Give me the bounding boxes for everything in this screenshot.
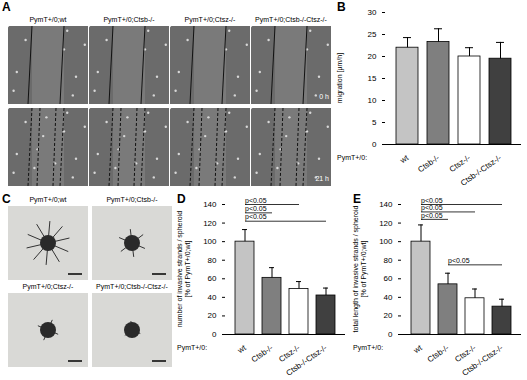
svg-text:0: 0 bbox=[212, 330, 217, 339]
svg-text:wt: wt bbox=[235, 343, 248, 356]
svg-text:0: 0 bbox=[372, 140, 377, 149]
html-text:PymT+/0;Ctsb-/-: PymT+/0;Ctsb-/- bbox=[103, 16, 155, 23]
html-text:A: A bbox=[2, 0, 11, 14]
svg-text:20: 20 bbox=[208, 311, 217, 320]
html-text:PymT+/0;Ctsb-/-Ctsz-/-: PymT+/0;Ctsb-/-Ctsz-/- bbox=[255, 16, 327, 23]
svg-text:20: 20 bbox=[384, 311, 393, 320]
html-text:migration [µm/h]: migration [µm/h] bbox=[336, 52, 343, 104]
html-text:[% of PymT+/0;wt]: [% of PymT+/0;wt] bbox=[360, 240, 367, 298]
svg-text:wt: wt bbox=[411, 343, 424, 356]
svg-text:80: 80 bbox=[208, 256, 217, 265]
svg-text:0: 0 bbox=[388, 330, 393, 339]
html-text:D: D bbox=[177, 192, 186, 206]
html-text:E: E bbox=[353, 192, 361, 206]
svg-text:p<0.05: p<0.05 bbox=[421, 196, 443, 204]
html-text:PymT+/0;wt: PymT+/0;wt bbox=[29, 196, 67, 203]
html-text:PymT+/0:: PymT+/0: bbox=[337, 154, 368, 161]
svg-text:120: 120 bbox=[379, 219, 393, 228]
html-text:PymT+/0:: PymT+/0: bbox=[177, 344, 208, 351]
svg-text:p<0.05: p<0.05 bbox=[448, 257, 470, 265]
svg-text:Ctsb-/-Ctsz-/-: Ctsb-/-Ctsz-/- bbox=[459, 153, 503, 188]
html-text:C: C bbox=[2, 192, 11, 206]
svg-text:60: 60 bbox=[208, 274, 217, 283]
html-text:PymT+/0;wt: PymT+/0;wt bbox=[29, 16, 67, 23]
svg-text:60: 60 bbox=[384, 274, 393, 283]
svg-text:10: 10 bbox=[368, 96, 377, 105]
svg-text:25: 25 bbox=[368, 30, 377, 39]
svg-text:p<0.05: p<0.05 bbox=[245, 197, 267, 205]
svg-text:100: 100 bbox=[379, 237, 393, 246]
svg-text:Ctsb-/-: Ctsb-/- bbox=[250, 343, 275, 364]
svg-text:100: 100 bbox=[203, 237, 217, 246]
svg-text:Ctsb-/-Ctsz-/-: Ctsb-/-Ctsz-/- bbox=[460, 343, 504, 378]
html-text:PymT+/0:: PymT+/0: bbox=[353, 344, 384, 351]
html-text:21 h: 21 h bbox=[315, 175, 329, 182]
svg-text:30: 30 bbox=[368, 8, 377, 17]
svg-text:5: 5 bbox=[372, 118, 377, 127]
svg-text:20: 20 bbox=[368, 52, 377, 61]
svg-text:40: 40 bbox=[384, 293, 393, 302]
svg-text:Ctsb-/-: Ctsb-/- bbox=[416, 153, 441, 174]
svg-text:80: 80 bbox=[384, 256, 393, 265]
svg-text:40: 40 bbox=[208, 293, 217, 302]
svg-text:Ctsz-/-: Ctsz-/- bbox=[448, 153, 473, 174]
html-text:number of invasive strands / s: number of invasive strands / spheroid bbox=[176, 210, 183, 328]
svg-text:Ctsb-/-: Ctsb-/- bbox=[426, 343, 451, 364]
svg-text:140: 140 bbox=[379, 200, 393, 209]
html-text:PymT+/0;Ctsb-/-: PymT+/0;Ctsb-/- bbox=[106, 196, 158, 203]
html-text:PymT+/0;Ctsz-/-: PymT+/0;Ctsz-/- bbox=[184, 16, 236, 23]
html-text:total length of invasive stran: total length of invasive strands / spher… bbox=[352, 205, 359, 333]
html-text:PymT+/0;Ctsb-/-Ctsz-/-: PymT+/0;Ctsb-/-Ctsz-/- bbox=[96, 283, 168, 290]
svg-text:140: 140 bbox=[203, 200, 217, 209]
svg-text:Ctsb-/-Ctsz-/-: Ctsb-/-Ctsz-/- bbox=[284, 343, 328, 378]
svg-text:120: 120 bbox=[203, 219, 217, 228]
svg-text:15: 15 bbox=[368, 74, 377, 83]
html-text:B: B bbox=[337, 0, 346, 14]
svg-text:p<0.05: p<0.05 bbox=[421, 212, 443, 220]
svg-text:p<0.05: p<0.05 bbox=[245, 213, 267, 221]
html-text:0 h: 0 h bbox=[319, 93, 329, 100]
svg-text:p<0.05: p<0.05 bbox=[421, 204, 443, 212]
svg-text:wt: wt bbox=[398, 153, 411, 166]
html-text:[% of PymT+/0;wt]: [% of PymT+/0;wt] bbox=[184, 240, 191, 298]
html-text:PymT+/0;Ctsz-/-: PymT+/0;Ctsz-/- bbox=[22, 283, 74, 290]
svg-text:p<0.05: p<0.05 bbox=[245, 205, 267, 213]
